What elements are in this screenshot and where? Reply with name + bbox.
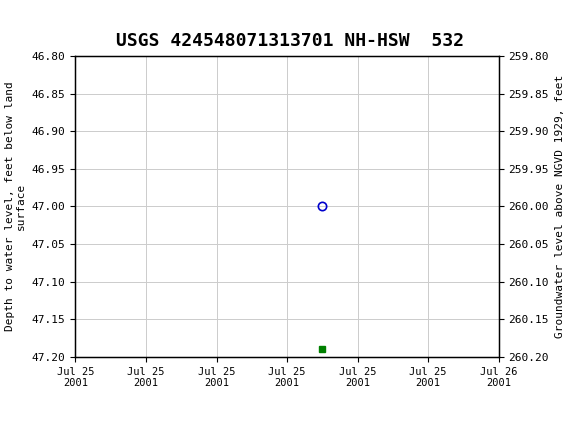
Text: USGS: USGS xyxy=(36,8,79,26)
Y-axis label: Depth to water level, feet below land
surface: Depth to water level, feet below land su… xyxy=(5,82,26,331)
Y-axis label: Groundwater level above NGVD 1929, feet: Groundwater level above NGVD 1929, feet xyxy=(554,75,564,338)
Text: USGS 424548071313701 NH-HSW  532: USGS 424548071313701 NH-HSW 532 xyxy=(116,32,464,50)
